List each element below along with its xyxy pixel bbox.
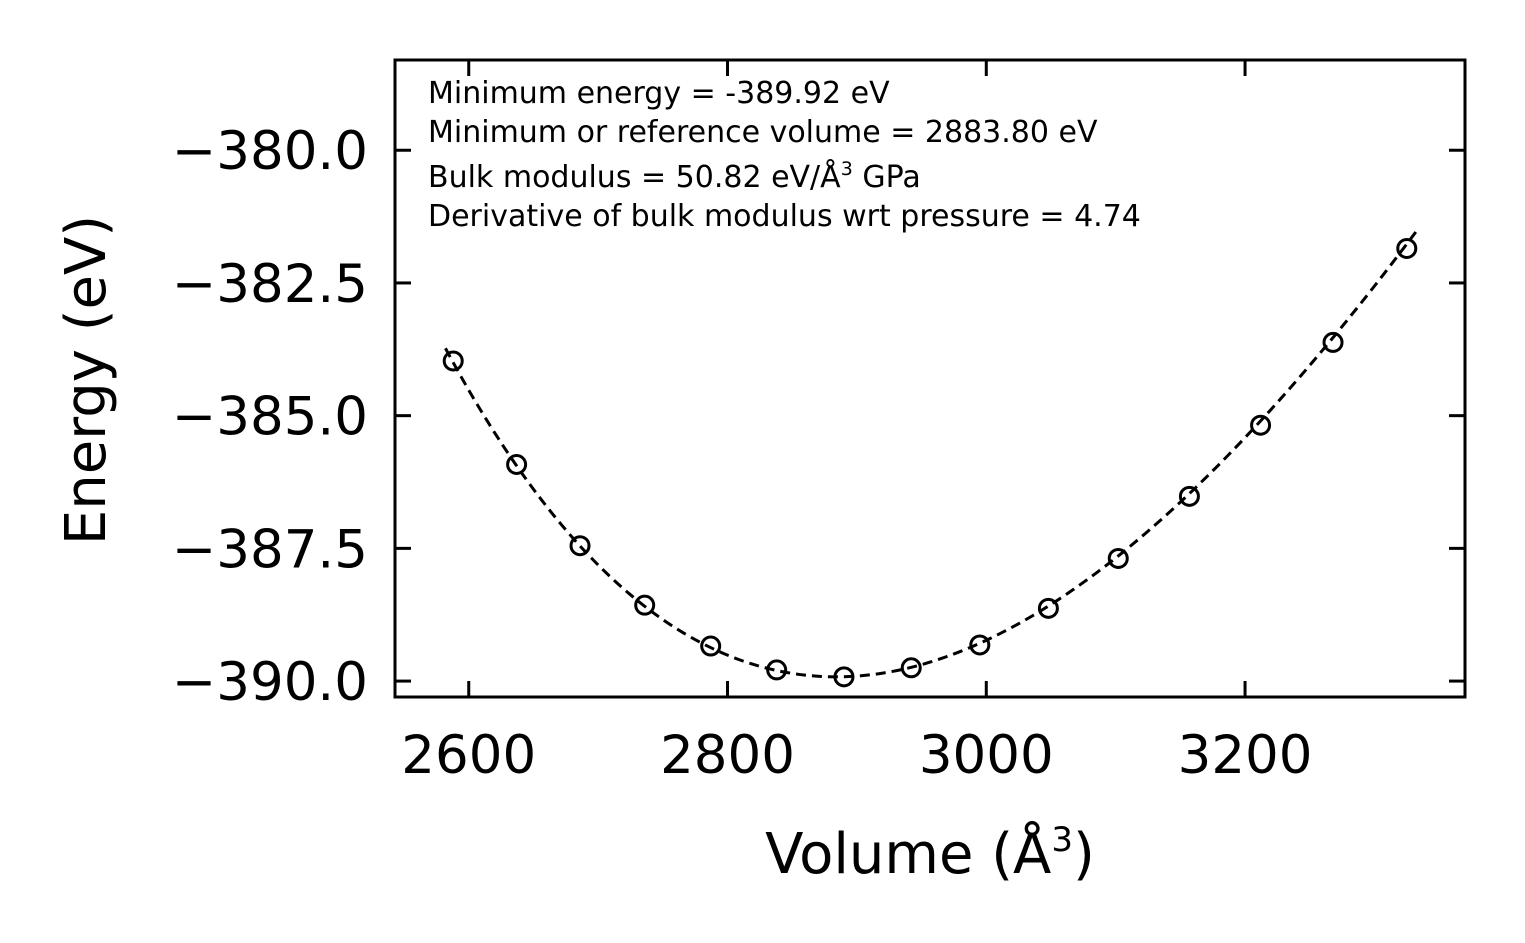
y-tick-label: −380.0	[172, 121, 368, 182]
annotation-min-energy: Minimum energy = -389.92 eV	[428, 76, 890, 111]
data-point	[1396, 237, 1418, 259]
annotation-bulk-modulus-text: Bulk modulus = 50.82 eV/Å	[428, 159, 841, 195]
data-point	[1037, 597, 1059, 619]
annotation-min-volume: Minimum or reference volume = 2883.80 eV	[428, 115, 1098, 150]
x-tick-label: 2600	[401, 725, 536, 786]
annotation-block: Minimum energy = -389.92 eV Minimum or r…	[428, 76, 1141, 234]
data-point	[1322, 331, 1344, 353]
x-axis: 2600 2800 3000 3200	[401, 60, 1312, 786]
data-point	[833, 666, 855, 688]
data-point	[1250, 414, 1272, 436]
annotation-derivative: Derivative of bulk modulus wrt pressure …	[428, 199, 1141, 234]
y-tick-label: −390.0	[172, 652, 368, 713]
data-point	[969, 634, 991, 656]
fit-curve	[444, 229, 1419, 679]
y-axis: −380.0 −382.5 −385.0 −387.5 −390.0	[172, 121, 1465, 713]
data-point	[766, 659, 788, 681]
x-tick-label: 3000	[919, 725, 1054, 786]
data-points	[442, 237, 1418, 688]
x-tick-label: 3200	[1178, 725, 1313, 786]
x-axis-title-end: )	[1073, 822, 1095, 887]
x-tick-label: 2800	[660, 725, 795, 786]
annotation-bulk-modulus-sup: 3	[841, 158, 853, 180]
annotation-bulk-modulus: Bulk modulus = 50.82 eV/Å3 GPa	[428, 158, 921, 195]
x-axis-title-text: Volume (Å	[765, 821, 1051, 887]
y-tick-label: −385.0	[172, 387, 368, 448]
y-tick-label: −382.5	[172, 254, 368, 315]
data-point	[1107, 547, 1129, 569]
data-point	[569, 535, 591, 557]
plot-frame	[393, 58, 1467, 699]
data-point	[1178, 485, 1200, 507]
annotation-bulk-modulus-unit: GPa	[853, 160, 921, 195]
data-point	[442, 350, 464, 372]
y-axis-title: Energy (eV)	[54, 215, 119, 545]
x-axis-title: Volume (Å3)	[765, 820, 1095, 887]
data-point	[506, 453, 528, 475]
data-point	[634, 594, 656, 616]
data-point	[900, 657, 922, 679]
data-point	[700, 635, 722, 657]
y-tick-label: −387.5	[172, 519, 368, 580]
x-axis-title-sup: 3	[1051, 820, 1073, 860]
